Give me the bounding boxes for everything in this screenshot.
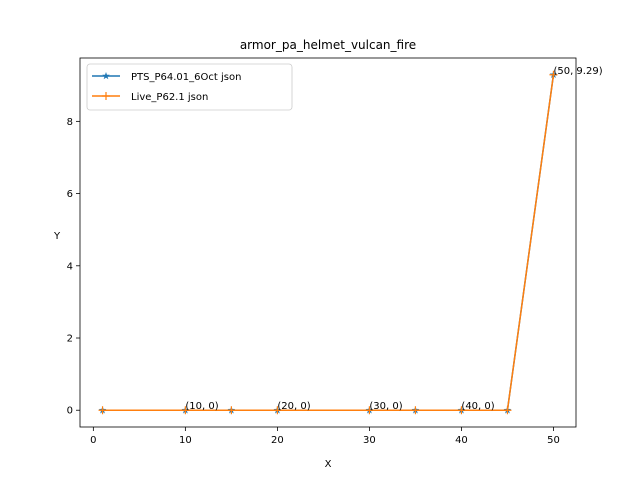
data-point	[503, 406, 512, 415]
legend-box	[86, 63, 293, 111]
legend: PTS_P64.01_6Oct json Live_P62.1 json	[86, 63, 293, 111]
annotations: (10, 0) (20, 0) (30, 0) (40, 0) (50, 9.29)	[185, 66, 602, 412]
x-tick-label: 50	[547, 435, 560, 446]
point-annotation: (20, 0)	[277, 401, 310, 412]
data-point	[457, 406, 466, 415]
legend-marker	[102, 72, 110, 80]
point-annotation: (40, 0)	[461, 401, 494, 412]
point-annotation: (10, 0)	[185, 401, 218, 412]
y-tick-label: 0	[67, 406, 73, 417]
data-point	[98, 406, 107, 415]
legend-label: PTS_P64.01_6Oct json	[131, 72, 241, 83]
plot-frame	[79, 57, 577, 428]
x-axis-label: X	[325, 459, 332, 470]
data-point	[411, 406, 420, 415]
legend-label: Live_P62.1 json	[131, 92, 208, 103]
y-tick-label: 6	[67, 189, 73, 200]
legend-marker	[102, 92, 110, 100]
data-point	[273, 406, 282, 415]
x-tick-label: 0	[90, 435, 96, 446]
y-tick-label: 2	[67, 334, 73, 345]
series-layer	[98, 70, 558, 415]
x-tick-label: 40	[455, 435, 468, 446]
data-point	[549, 70, 558, 79]
x-tick-label: 10	[179, 435, 192, 446]
data-point	[227, 406, 236, 415]
y-tick-label: 4	[67, 261, 73, 272]
chart-title: armor_pa_helmet_vulcan_fire	[240, 38, 416, 52]
point-annotation: (30, 0)	[369, 401, 402, 412]
series-2	[98, 70, 558, 415]
ticks: 0 10 20 30 40 50 0 2 4 6 8	[67, 117, 560, 446]
data-point	[181, 406, 190, 415]
y-axis-label: Y	[53, 231, 61, 242]
point-annotation: (50, 9.29)	[553, 66, 602, 77]
x-tick-label: 30	[363, 435, 376, 446]
x-tick-label: 20	[271, 435, 284, 446]
data-point	[365, 406, 374, 415]
y-tick-label: 8	[67, 117, 73, 128]
